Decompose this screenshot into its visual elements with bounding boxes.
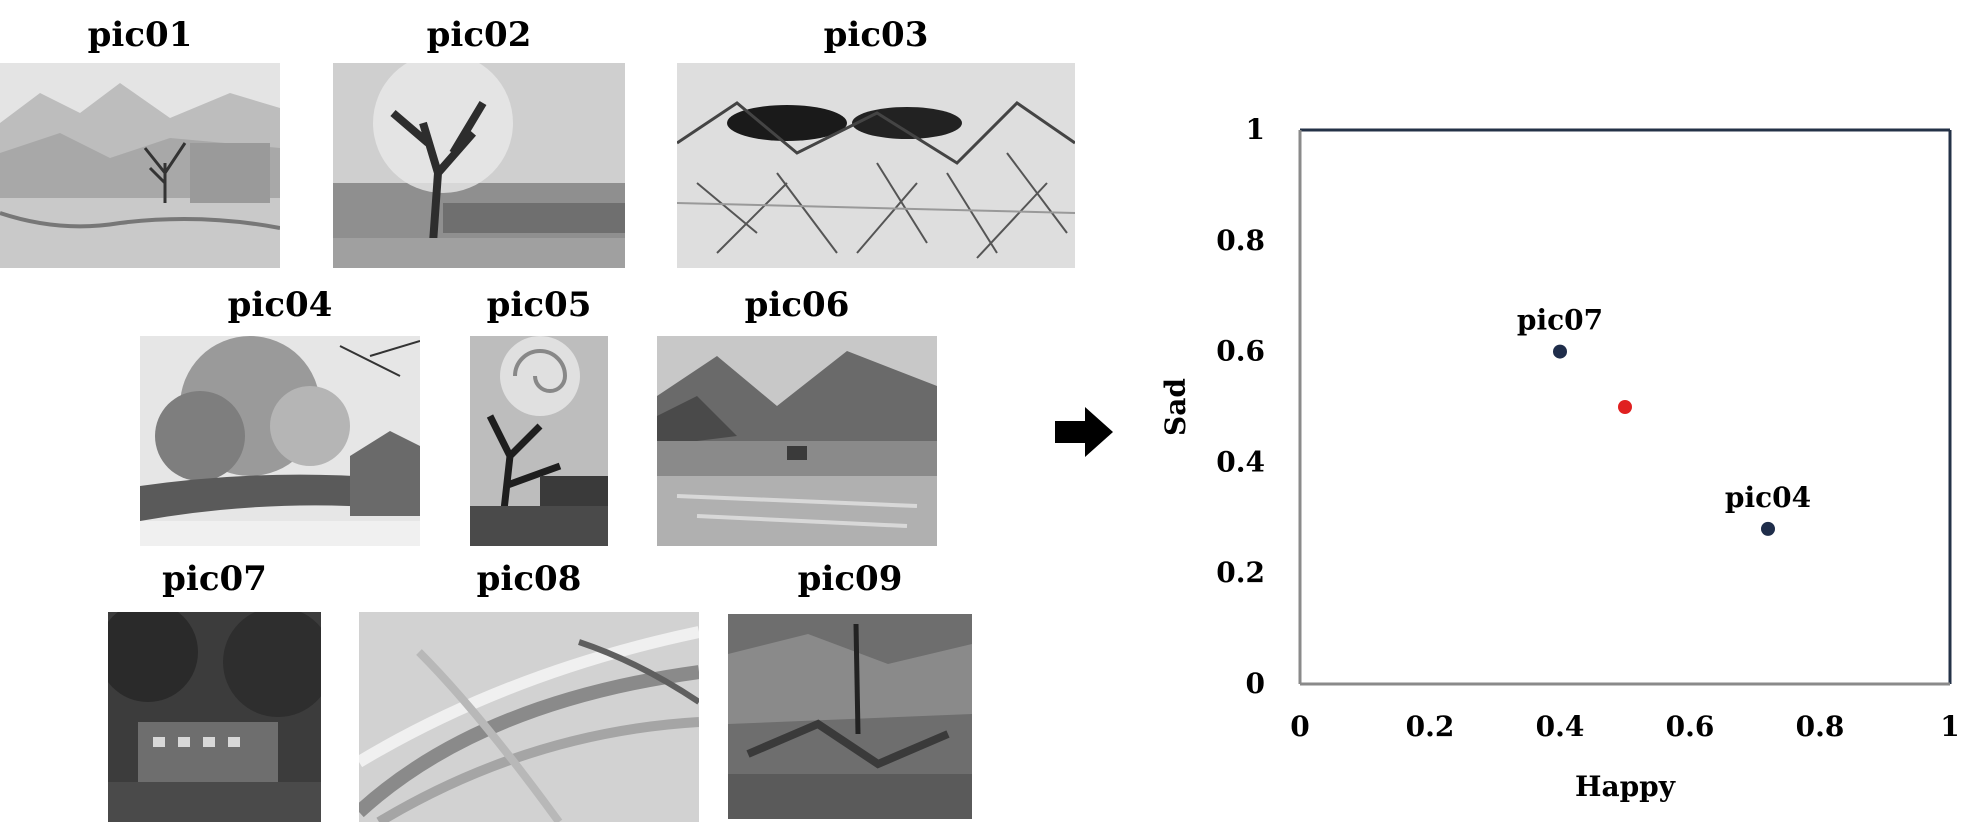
- x-axis-label: Happy: [1575, 770, 1676, 803]
- y-tick-label: 0.6: [1216, 335, 1265, 368]
- x-tick-label: 0.8: [1796, 710, 1845, 743]
- data-point: [1761, 521, 1775, 536]
- painting-image: [333, 63, 625, 268]
- x-tick-label: 0: [1290, 710, 1309, 743]
- picture-label: pic09: [797, 559, 903, 599]
- point-label: pic04: [1725, 481, 1811, 514]
- painting-image: [657, 336, 937, 546]
- point-label: pic07: [1517, 304, 1603, 337]
- painting-image: [140, 336, 420, 546]
- picture-pic08: pic08: [359, 562, 699, 824]
- data-point: [1553, 344, 1567, 359]
- painting-image: [470, 336, 608, 546]
- picture-label: pic07: [162, 559, 267, 599]
- y-tick-label: 1: [1246, 113, 1265, 146]
- y-tick-label: 0.2: [1216, 556, 1265, 589]
- right-arrow-icon: [1055, 407, 1113, 457]
- picture-pic03: pic03: [677, 18, 1075, 268]
- y-tick-label: 0.8: [1216, 224, 1265, 257]
- x-tick-label: 0.2: [1406, 710, 1455, 743]
- picture-pic04: pic04: [140, 288, 420, 546]
- picture-label: pic08: [476, 559, 582, 599]
- x-tick-label: 1: [1940, 710, 1959, 743]
- picture-pic09: pic09: [728, 562, 972, 824]
- painting-image: [359, 612, 699, 822]
- y-tick-label: 0.4: [1216, 445, 1265, 478]
- picture-label: pic05: [486, 285, 592, 325]
- picture-pic07: pic07: [108, 562, 321, 824]
- picture-label: pic03: [823, 15, 929, 55]
- y-axis-label: Sad: [1159, 378, 1192, 436]
- picture-pic05: pic05: [470, 288, 608, 546]
- picture-label: pic04: [227, 285, 333, 325]
- painting-image: [0, 63, 280, 268]
- picture-pic06: pic06: [657, 288, 937, 546]
- x-tick-label: 0.6: [1666, 710, 1715, 743]
- picture-pic02: pic02: [333, 18, 625, 268]
- picture-label: pic06: [744, 285, 850, 325]
- data-point: [1618, 400, 1632, 414]
- picture-label: pic01: [87, 15, 193, 55]
- picture-pic01: pic01: [0, 18, 280, 268]
- painting-image: [108, 612, 321, 822]
- painting-image: [728, 614, 972, 819]
- painting-image: [677, 63, 1075, 268]
- x-tick-label: 0.4: [1536, 710, 1585, 743]
- scatter-chart: 0 0.2 0.4 0.6 0.8 1 0 0.2 0.4 0.6 0.8 1 Happy Sad pic0…: [1159, 113, 1960, 803]
- y-tick-label: 0: [1246, 667, 1265, 700]
- picture-label: pic02: [426, 15, 532, 55]
